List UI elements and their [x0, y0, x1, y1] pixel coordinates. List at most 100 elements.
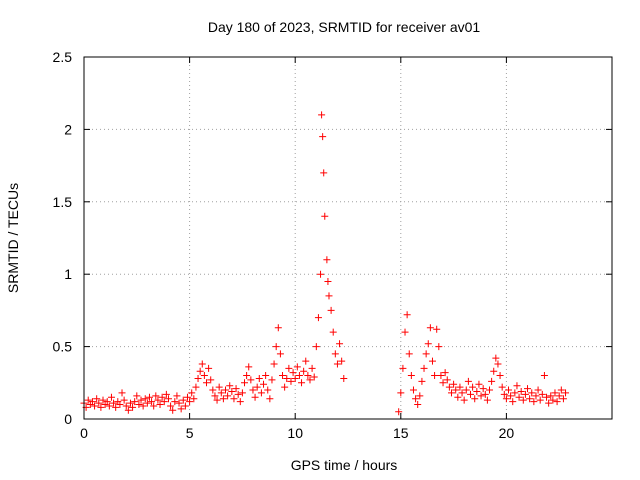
data-point — [454, 393, 462, 401]
data-point — [293, 363, 301, 371]
data-point — [538, 390, 546, 398]
data-point — [135, 401, 143, 409]
data-point — [105, 402, 113, 410]
data-point — [340, 374, 348, 382]
data-point — [314, 314, 322, 322]
data-point — [524, 385, 532, 393]
data-point — [530, 398, 538, 406]
data-point — [160, 398, 168, 406]
data-point — [416, 392, 424, 400]
data-point — [407, 372, 415, 380]
data-point — [460, 396, 468, 404]
data-point — [507, 392, 515, 400]
data-point — [559, 395, 567, 403]
data-point — [196, 367, 204, 375]
data-point — [217, 389, 225, 397]
data-point — [154, 396, 162, 404]
data-point — [141, 395, 149, 403]
data-point — [245, 363, 253, 371]
data-point — [308, 364, 316, 372]
data-point — [547, 392, 555, 400]
data-point — [312, 343, 320, 351]
data-point — [298, 379, 306, 387]
data-point — [205, 364, 213, 372]
data-point — [331, 350, 339, 358]
data-point — [452, 386, 460, 394]
data-point — [238, 389, 246, 397]
data-point — [333, 360, 341, 368]
data-point — [93, 395, 101, 403]
data-point — [148, 398, 156, 406]
data-point — [175, 399, 183, 407]
data-point — [445, 383, 453, 391]
data-point — [500, 390, 508, 398]
data-point — [137, 396, 145, 404]
data-point — [112, 403, 120, 411]
data-point — [167, 402, 175, 410]
data-point — [477, 392, 485, 400]
y-tick-label: 1 — [64, 266, 72, 282]
data-point — [198, 360, 206, 368]
data-point — [426, 324, 434, 332]
data-point — [324, 277, 332, 285]
data-point — [466, 390, 474, 398]
data-point — [283, 374, 291, 382]
tick-labels: 0 5 10 15 20 0 0.5 1 1.5 2 2.5 — [53, 49, 515, 441]
data-point — [502, 395, 510, 403]
data-point — [145, 393, 153, 401]
data-point — [395, 408, 403, 416]
data-point — [152, 392, 160, 400]
data-point — [234, 390, 242, 398]
data-point — [519, 396, 527, 404]
data-point — [323, 256, 331, 264]
data-point — [557, 386, 565, 394]
x-tick-label: 15 — [393, 425, 409, 441]
axis-ticks — [83, 56, 612, 420]
data-point — [414, 401, 422, 409]
data-point — [211, 392, 219, 400]
data-point — [276, 350, 284, 358]
data-point — [270, 360, 278, 368]
data-point — [215, 383, 223, 391]
data-point — [107, 393, 115, 401]
y-tick-label: 0 — [64, 411, 72, 427]
data-point — [513, 382, 521, 390]
y-tick-label: 2.5 — [53, 49, 73, 65]
data-point — [230, 395, 238, 403]
data-point — [226, 382, 234, 390]
data-point — [287, 377, 295, 385]
data-point — [262, 372, 270, 380]
data-point — [483, 396, 491, 404]
x-tick-label: 5 — [186, 425, 194, 441]
data-point — [439, 379, 447, 387]
data-point — [143, 399, 151, 407]
grid-lines — [84, 57, 612, 419]
data-point — [188, 389, 196, 397]
data-point — [437, 372, 445, 380]
data-point — [279, 372, 287, 380]
data-point — [433, 325, 441, 333]
data-point — [219, 395, 227, 403]
data-point — [486, 386, 494, 394]
data-point — [139, 402, 147, 410]
data-point — [517, 387, 525, 395]
data-point — [412, 395, 420, 403]
data-point — [268, 376, 276, 384]
data-point — [173, 392, 181, 400]
data-point — [202, 379, 210, 387]
data-point — [492, 354, 500, 362]
data-point — [103, 398, 111, 406]
data-point — [526, 395, 534, 403]
data-point — [545, 399, 553, 407]
data-point — [255, 374, 263, 382]
data-point — [320, 169, 328, 177]
data-point — [190, 395, 198, 403]
data-point — [88, 398, 96, 406]
data-point — [540, 372, 548, 380]
data-point — [479, 385, 487, 393]
data-point — [488, 377, 496, 385]
data-point — [285, 364, 293, 372]
data-point — [534, 386, 542, 394]
data-point — [91, 402, 99, 410]
